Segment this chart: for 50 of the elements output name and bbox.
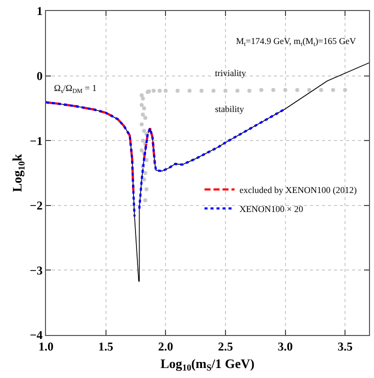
point — [247, 88, 252, 93]
point — [283, 88, 288, 92]
x-tick-label: 2.5 — [218, 339, 233, 354]
point — [144, 158, 148, 162]
y-tick-label: −3 — [30, 263, 43, 278]
point — [143, 198, 148, 202]
y-tick-label: 0 — [36, 69, 43, 83]
point — [144, 187, 148, 192]
point — [143, 171, 148, 175]
point — [176, 88, 180, 93]
annotation: triviality — [215, 68, 246, 78]
point — [331, 88, 336, 92]
point — [259, 88, 264, 92]
x-axis-title: Log$_{10}$(m$_{S}$/1 GeV) — [160, 356, 254, 373]
point — [343, 88, 348, 92]
x-tick-label: 1.5 — [98, 339, 114, 354]
point — [140, 148, 144, 152]
point — [140, 96, 145, 100]
legend-label: XENON100 × 20 — [240, 204, 304, 214]
legend-label: excluded by XENON100 (2012) — [240, 184, 357, 195]
annotation: M$_{t}$=174.9 GeV, m$_{t}$(M$_{t}$)=165 GeV — [236, 36, 357, 48]
point — [140, 122, 144, 126]
y-tick-label: −1 — [30, 134, 43, 148]
y-tick-label: 1 — [36, 4, 43, 18]
x-tick-label: 2.0 — [158, 339, 174, 354]
point — [211, 88, 216, 93]
point — [142, 106, 146, 110]
point — [295, 88, 300, 92]
point — [140, 102, 144, 107]
point — [143, 116, 148, 120]
point — [271, 88, 276, 92]
point — [307, 88, 312, 92]
x-tick-label: 3.0 — [278, 339, 293, 354]
point — [223, 88, 228, 93]
point — [140, 138, 145, 143]
annotation: Ω$_{s}$/Ω$_{DM}$ = 1 — [54, 83, 97, 95]
y-tick-label: −2 — [30, 198, 43, 213]
point — [200, 88, 204, 93]
point — [140, 112, 145, 117]
annotation: stability — [215, 104, 244, 114]
point — [164, 88, 168, 93]
point — [142, 177, 146, 182]
point — [140, 93, 144, 98]
point — [142, 128, 146, 133]
point — [152, 88, 156, 93]
point — [235, 88, 240, 93]
point — [158, 88, 162, 93]
x-tick-label: 3.5 — [338, 339, 353, 354]
point — [319, 88, 324, 92]
point — [188, 88, 192, 93]
